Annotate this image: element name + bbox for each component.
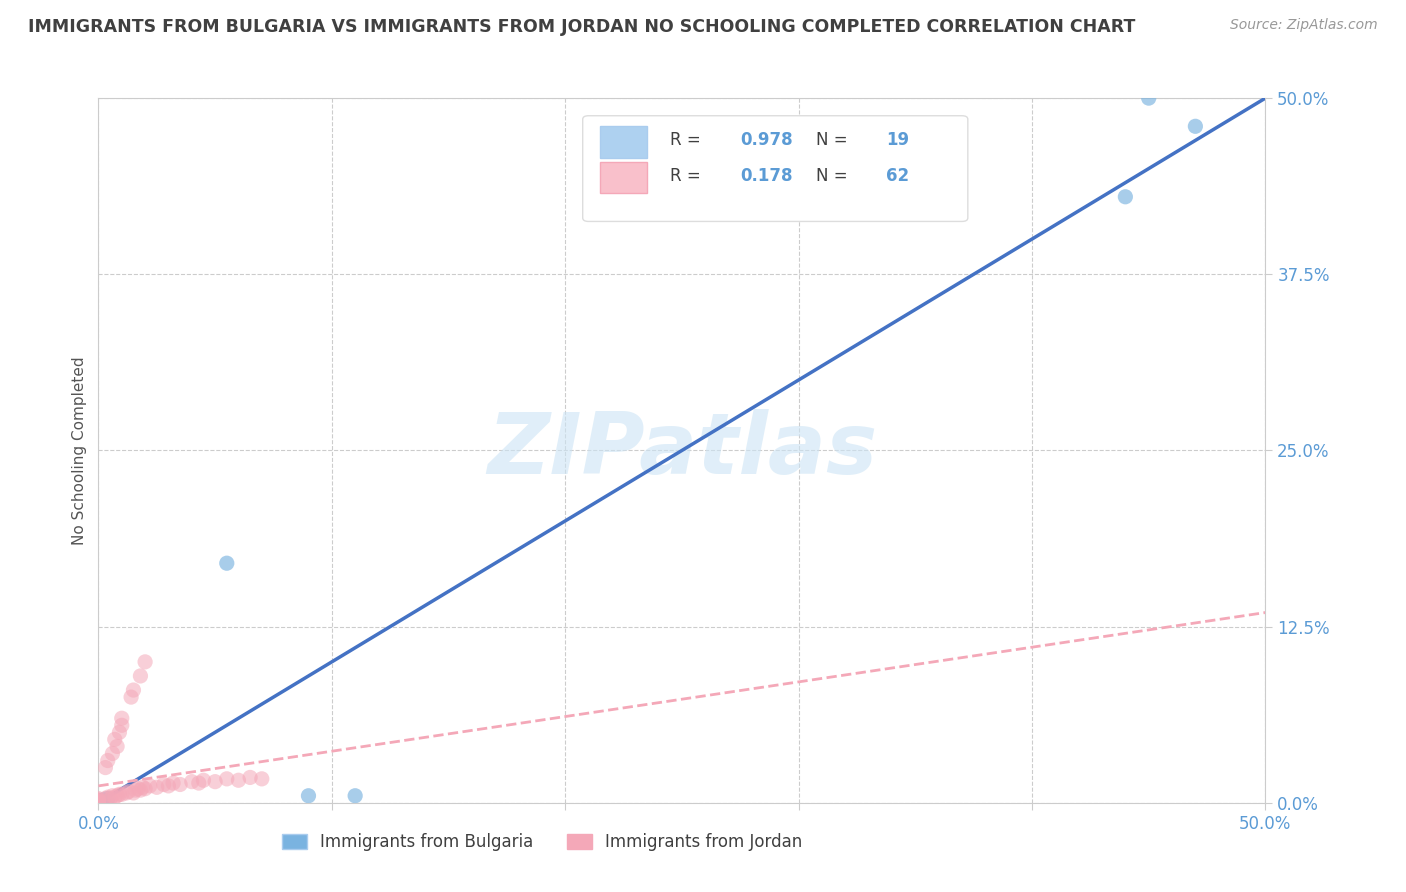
Point	[129, 783, 152, 797]
Point	[98, 791, 121, 805]
Point	[297, 789, 319, 803]
Point	[87, 796, 110, 810]
Point	[111, 711, 134, 725]
Point	[87, 796, 110, 810]
Point	[105, 789, 128, 803]
Point	[193, 773, 215, 788]
Point	[87, 796, 110, 810]
Point	[87, 796, 110, 810]
FancyBboxPatch shape	[600, 127, 647, 158]
Point	[87, 794, 110, 808]
Legend: Immigrants from Bulgaria, Immigrants from Jordan: Immigrants from Bulgaria, Immigrants fro…	[276, 827, 808, 858]
Point	[162, 776, 184, 790]
Text: Source: ZipAtlas.com: Source: ZipAtlas.com	[1230, 18, 1378, 32]
Point	[87, 796, 110, 810]
Point	[122, 683, 145, 698]
Text: 19: 19	[886, 131, 910, 149]
Point	[90, 794, 112, 808]
Point	[87, 793, 110, 807]
Point	[104, 732, 127, 747]
Point	[169, 777, 191, 791]
Point	[97, 791, 120, 805]
Point	[87, 796, 110, 810]
Point	[101, 789, 124, 803]
Point	[125, 783, 148, 797]
Point	[132, 780, 155, 795]
Point	[87, 796, 110, 810]
Text: 0.978: 0.978	[741, 131, 793, 149]
Text: N =: N =	[815, 167, 848, 185]
Point	[87, 796, 110, 810]
Point	[157, 779, 180, 793]
Point	[94, 794, 117, 808]
Point	[87, 794, 110, 808]
Point	[115, 786, 138, 800]
Y-axis label: No Schooling Completed: No Schooling Completed	[72, 356, 87, 545]
Text: R =: R =	[671, 167, 702, 185]
Point	[87, 796, 110, 810]
Point	[87, 791, 110, 805]
Point	[87, 796, 110, 810]
Point	[104, 790, 127, 805]
Point	[111, 788, 134, 802]
Point	[344, 789, 367, 803]
Point	[134, 781, 156, 796]
Point	[134, 655, 156, 669]
Point	[97, 790, 120, 805]
Point	[122, 786, 145, 800]
Point	[97, 754, 120, 768]
Text: ZIPatlas: ZIPatlas	[486, 409, 877, 492]
Point	[228, 773, 250, 788]
Point	[129, 669, 152, 683]
Point	[215, 772, 238, 786]
Point	[87, 796, 110, 810]
Point	[90, 794, 112, 808]
Point	[215, 556, 238, 570]
Point	[111, 718, 134, 732]
Text: IMMIGRANTS FROM BULGARIA VS IMMIGRANTS FROM JORDAN NO SCHOOLING COMPLETED CORREL: IMMIGRANTS FROM BULGARIA VS IMMIGRANTS F…	[28, 18, 1136, 36]
Point	[87, 796, 110, 810]
Point	[204, 774, 226, 789]
Point	[101, 747, 124, 761]
Point	[87, 796, 110, 810]
FancyBboxPatch shape	[600, 161, 647, 194]
Point	[139, 779, 162, 793]
Point	[87, 793, 110, 807]
Point	[239, 771, 262, 785]
Point	[91, 793, 114, 807]
Point	[87, 794, 110, 808]
Point	[87, 796, 110, 810]
FancyBboxPatch shape	[582, 116, 967, 221]
Point	[105, 739, 128, 754]
Text: N =: N =	[815, 131, 848, 149]
Point	[87, 796, 110, 810]
Point	[87, 796, 110, 810]
Point	[118, 784, 141, 798]
Text: R =: R =	[671, 131, 702, 149]
Point	[94, 760, 117, 774]
Point	[187, 776, 209, 790]
Point	[108, 788, 131, 802]
Point	[1114, 190, 1136, 204]
Point	[1137, 91, 1160, 105]
Point	[87, 796, 110, 810]
Point	[180, 774, 202, 789]
Point	[108, 725, 131, 739]
Point	[87, 796, 110, 810]
Point	[250, 772, 273, 786]
Text: 0.178: 0.178	[741, 167, 793, 185]
Point	[146, 780, 169, 795]
Point	[127, 781, 149, 796]
Point	[87, 796, 110, 810]
Point	[152, 777, 174, 791]
Point	[94, 791, 117, 805]
Point	[87, 796, 110, 810]
Point	[87, 796, 110, 810]
Point	[120, 690, 142, 705]
Text: 62: 62	[886, 167, 910, 185]
Point	[87, 796, 110, 810]
Point	[1184, 120, 1206, 134]
